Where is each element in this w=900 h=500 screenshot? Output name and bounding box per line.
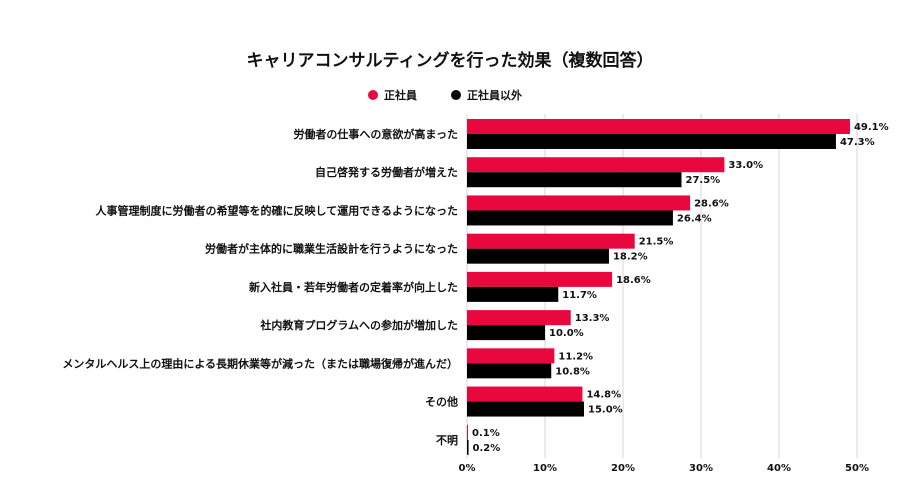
bar-6-0 <box>467 348 555 364</box>
value-label-2-0: 28.6% <box>694 198 729 209</box>
value-label-7-0: 14.8% <box>586 390 621 401</box>
x-tick-label-2: 20% <box>611 463 635 474</box>
chart-legend: 正社員 正社員以外 <box>368 88 522 102</box>
category-label-3: 労働者が主体的に職業生活設計を行うようになった <box>205 242 458 256</box>
value-label-5-0: 13.3% <box>575 313 610 324</box>
x-tick-label-5: 50% <box>845 463 869 474</box>
bar-5-0 <box>467 310 571 326</box>
value-label-7-1: 15.0% <box>588 405 623 416</box>
value-label-8-1: 0.2% <box>473 443 501 454</box>
bar-7-1 <box>467 401 584 417</box>
category-label-6: メンタルヘルス上の理由による長期休業等が減った（または職場復帰が進んだ） <box>62 356 458 370</box>
x-tick-label-4: 40% <box>767 463 791 474</box>
x-tick-label-0: 0% <box>459 463 476 474</box>
bar-3-1 <box>467 248 609 264</box>
category-label-0: 労働者の仕事への意欲が高まった <box>293 127 458 141</box>
category-label-8: 不明 <box>436 434 458 447</box>
category-labels: 労働者の仕事への意欲が高まった自己啓発する労働者が増えた人事管理制度に労働者の希… <box>62 127 458 447</box>
legend-marker-0 <box>368 90 378 100</box>
bar-4-1 <box>467 286 559 302</box>
bar-3-0 <box>467 233 635 249</box>
value-label-1-1: 27.5% <box>686 175 721 186</box>
category-label-4: 新入社員・若年労働者の定着率が向上した <box>249 280 458 294</box>
bar-6-1 <box>467 363 552 379</box>
x-tick-label-1: 10% <box>533 463 557 474</box>
bar-0-1 <box>467 134 836 149</box>
category-label-5: 社内教育プログラムへの参加が増加した <box>259 318 458 332</box>
legend-marker-1 <box>451 90 461 100</box>
category-label-7: その他 <box>425 395 458 409</box>
value-label-3-0: 21.5% <box>639 237 674 248</box>
value-label-1-0: 33.0% <box>728 160 763 171</box>
bar-5-1 <box>467 325 545 341</box>
bar-2-1 <box>467 210 673 226</box>
chart-title: キャリアコンサルティングを行った効果（複数回答） <box>247 50 654 71</box>
category-label-2: 人事管理制度に労働者の希望等を的確に反映して運用できるようになった <box>96 203 458 217</box>
chart-bars: 49.1% 47.3% 33.0% 27.5% 28.6% 26.4% 21.5% 18.2%… <box>467 119 889 455</box>
x-tick-label-3: 30% <box>689 463 713 474</box>
value-label-2-1: 26.4% <box>677 213 712 224</box>
value-label-4-0: 18.6% <box>616 275 651 286</box>
value-label-0-1: 47.3% <box>840 137 875 148</box>
legend-label-0: 正社員 <box>384 88 417 102</box>
bar-1-1 <box>467 172 682 188</box>
value-label-5-1: 10.0% <box>549 328 584 339</box>
bar-7-0 <box>467 386 583 402</box>
bar-0-0 <box>467 119 850 134</box>
bar-2-0 <box>467 195 691 211</box>
x-axis-ticks: 0% 10% 20% 30% 40% 50% <box>459 463 869 474</box>
bar-8-0 <box>467 424 468 440</box>
value-label-0-0: 49.1% <box>854 122 889 133</box>
legend-label-1: 正社員以外 <box>467 88 522 102</box>
value-label-3-1: 18.2% <box>613 252 648 263</box>
value-label-4-1: 11.7% <box>562 290 597 301</box>
value-label-6-0: 11.2% <box>558 351 593 362</box>
bar-8-1 <box>467 439 469 455</box>
value-label-8-0: 0.1% <box>472 428 500 439</box>
category-label-1: 自己啓発する労働者が増えた <box>315 165 458 179</box>
value-label-6-1: 10.8% <box>555 366 590 377</box>
bar-4-0 <box>467 271 613 287</box>
bar-1-0 <box>467 157 725 173</box>
